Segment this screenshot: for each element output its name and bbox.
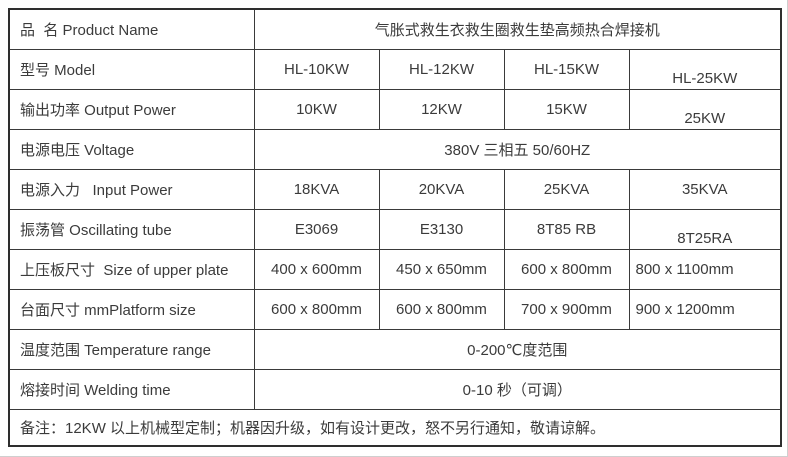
table-cell: 8T25RA [628,208,782,250]
table-cell: 8T85 RB [503,208,630,250]
row-label: 型号 Model [8,48,255,90]
table-cell: 25KW [628,88,782,130]
table-cell: 700 x 900mm [503,288,630,330]
row-label: 熔接时间 Welding time [8,368,255,410]
table-row-welding-time: 熔接时间 Welding time 0-10 秒（可调） [8,368,782,410]
table-cell: 800 x 1100mm [628,248,782,290]
table-cell: HL-15KW [503,48,630,90]
product-name-value: 气胀式救生衣救生圈救生垫高频热合焊接机 [253,8,782,50]
table-row-temperature-range: 温度范围 Temperature range 0-200℃度范围 [8,328,782,370]
table-cell: E3130 [378,208,505,250]
table-cell: 600 x 800mm [378,288,505,330]
note-text: 备注：12KW 以上机械型定制；机器因升级，如有设计更改，怒不另行通知，敬请谅解… [8,408,782,447]
table-cell: 15KW [503,88,630,130]
table-cell: 600 x 800mm [503,248,630,290]
table-cell: 400 x 600mm [253,248,380,290]
temperature-range-value: 0-200℃度范围 [253,328,782,370]
row-label: 振荡管 Oscillating tube [8,208,255,250]
table-row-platform-size: 台面尺寸 mmPlatform size 600 x 800mm 600 x 8… [8,288,782,330]
table-cell: HL-12KW [378,48,505,90]
table-row-oscillating-tube: 振荡管 Oscillating tube E3069 E3130 8T85 RB… [8,208,782,250]
table-cell: HL-25KW [628,48,782,90]
row-label: 温度范围 Temperature range [8,328,255,370]
table-row-input-power: 电源入力 Input Power 18KVA 20KVA 25KVA 35KVA [8,168,782,210]
product-spec-table: 品 名 Product Name 气胀式救生衣救生圈救生垫高频热合焊接机 型号 … [8,8,783,447]
table-cell: 10KW [253,88,380,130]
table-cell: 600 x 800mm [253,288,380,330]
row-label: 上压板尺寸 Size of upper plate [8,248,255,290]
row-label: 台面尺寸 mmPlatform size [8,288,255,330]
table-cell: 20KVA [378,168,505,210]
row-label: 品 名 Product Name [8,8,255,50]
table-row-upper-plate-size: 上压板尺寸 Size of upper plate 400 x 600mm 45… [8,248,782,290]
table-cell: 18KVA [253,168,380,210]
welding-time-value: 0-10 秒（可调） [253,368,782,410]
table-cell: E3069 [253,208,380,250]
row-label: 电源入力 Input Power [8,168,255,210]
voltage-value: 380V 三相五 50/60HZ [253,128,782,170]
row-label: 电源电压 Voltage [8,128,255,170]
table-row-voltage: 电源电压 Voltage 380V 三相五 50/60HZ [8,128,782,170]
table-row-product-name: 品 名 Product Name 气胀式救生衣救生圈救生垫高频热合焊接机 [8,8,782,50]
table-cell: 12KW [378,88,505,130]
table-cell: 35KVA [628,168,782,210]
table-cell: 450 x 650mm [378,248,505,290]
table-row-model: 型号 Model HL-10KW HL-12KW HL-15KW HL-25KW [8,48,782,90]
table-cell: 900 x 1200mm [628,288,782,330]
row-label: 输出功率 Output Power [8,88,255,130]
table-cell: 25KVA [503,168,630,210]
table-cell: HL-10KW [253,48,380,90]
table-row-output-power: 输出功率 Output Power 10KW 12KW 15KW 25KW [8,88,782,130]
table-row-note: 备注：12KW 以上机械型定制；机器因升级，如有设计更改，怒不另行通知，敬请谅解… [8,408,782,447]
